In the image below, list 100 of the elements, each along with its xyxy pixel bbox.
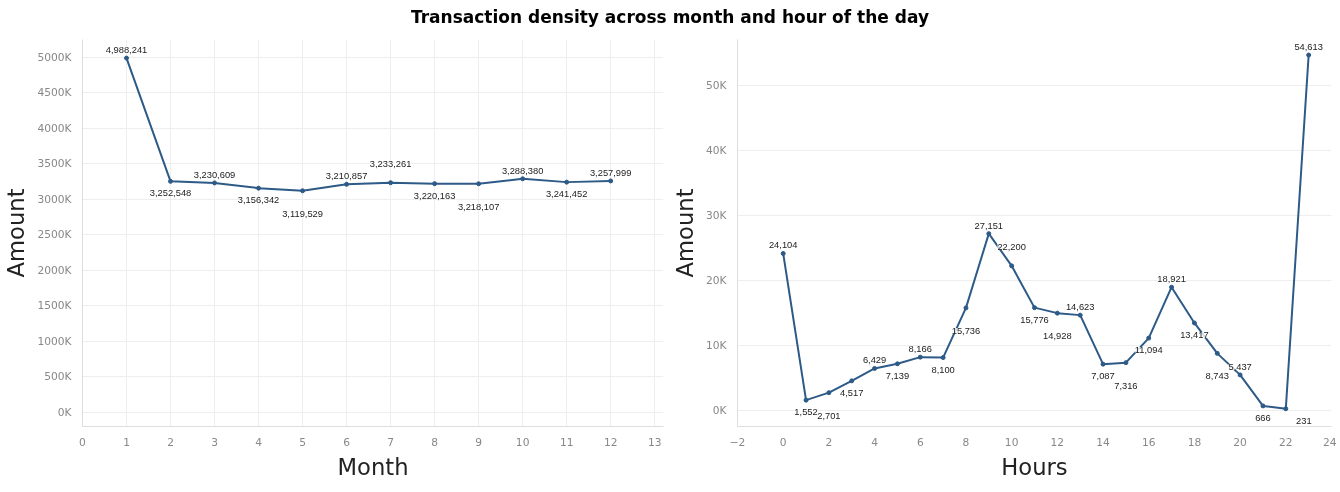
data-label: 1,552 xyxy=(794,407,818,418)
point xyxy=(344,182,350,188)
x-tick-label: 22 xyxy=(1279,435,1293,449)
point xyxy=(1169,284,1175,290)
data-label: 8,100 xyxy=(931,364,955,375)
y-tick-label: 1000K xyxy=(37,335,73,349)
point xyxy=(849,378,855,384)
data-label: 8,166 xyxy=(908,344,932,355)
data-label: 666 xyxy=(1255,413,1271,424)
data-label: 4,517 xyxy=(840,388,864,399)
data-label: 3,220,163 xyxy=(413,190,456,201)
point xyxy=(826,390,832,396)
point xyxy=(1146,335,1152,341)
x-tick-label: 6 xyxy=(916,435,924,449)
x-tick-label: 5 xyxy=(299,435,306,449)
data-label: 27,151 xyxy=(974,220,1004,231)
data-label: 8,743 xyxy=(1205,371,1229,382)
x-tick-label: 16 xyxy=(1141,435,1156,449)
x-tick-label: 6 xyxy=(343,435,351,449)
data-label: 6,429 xyxy=(862,355,887,366)
point xyxy=(1054,310,1060,316)
data-label: 18,921 xyxy=(1157,274,1186,285)
x-axis-title: Hours xyxy=(1001,453,1068,480)
point xyxy=(388,180,394,186)
data-label: 4,988,241 xyxy=(105,45,148,56)
y-tick-label: 5000K xyxy=(37,51,73,65)
point xyxy=(520,176,526,182)
data-label: 7,087 xyxy=(1091,371,1115,382)
x-tick-label: 9 xyxy=(475,435,483,449)
data-label: 14,928 xyxy=(1043,331,1072,342)
point xyxy=(212,180,218,186)
point xyxy=(124,55,130,61)
x-tick-label: 10 xyxy=(515,435,530,449)
x-tick-label: 11 xyxy=(559,435,574,449)
y-tick-label: 2000K xyxy=(37,264,73,278)
point xyxy=(780,251,786,257)
point xyxy=(963,305,969,311)
x-tick-label: 0 xyxy=(779,435,787,449)
point xyxy=(1100,361,1106,367)
y-tick-label: 1500K xyxy=(37,299,73,313)
point xyxy=(917,354,923,360)
y-tick-label: 3000K xyxy=(37,193,73,207)
point xyxy=(564,179,570,185)
y-tick-label: 0K xyxy=(712,404,728,418)
x-tick-label: 4 xyxy=(871,435,879,449)
point xyxy=(476,181,482,187)
data-label: 24,104 xyxy=(768,240,798,251)
y-tick-label: 500K xyxy=(44,370,73,384)
data-label: 3,156,342 xyxy=(237,195,280,206)
point xyxy=(256,185,262,191)
point xyxy=(1214,351,1220,357)
data-label: 3,257,999 xyxy=(589,168,632,179)
x-tick-label: 10 xyxy=(1004,435,1019,449)
point xyxy=(300,188,306,194)
x-tick-label: 12 xyxy=(1050,435,1065,449)
x-tick-label: 24 xyxy=(1322,435,1337,449)
data-label: 54,613 xyxy=(1294,42,1323,53)
x-tick-label: 18 xyxy=(1187,435,1202,449)
data-label: 3,233,261 xyxy=(369,158,412,169)
y-tick-label: 4000K xyxy=(37,122,73,136)
x-tick-label: −2 xyxy=(729,435,746,449)
point xyxy=(608,178,614,184)
data-label: 231 xyxy=(1296,416,1312,427)
y-tick-label: 2500K xyxy=(37,228,73,242)
x-tick-label: 14 xyxy=(1096,435,1111,449)
y-axis-title: Amount xyxy=(671,188,698,278)
y-tick-label: 50K xyxy=(705,78,728,92)
point xyxy=(1306,52,1312,58)
x-tick-label: 12 xyxy=(603,435,618,449)
point xyxy=(1077,312,1083,318)
point xyxy=(1260,403,1266,409)
x-tick-label: 20 xyxy=(1233,435,1248,449)
y-tick-label: 0K xyxy=(57,406,73,420)
data-label: 7,316 xyxy=(1114,380,1138,391)
x-axis-title: Month xyxy=(337,453,409,480)
x-tick-label: 4 xyxy=(255,435,263,449)
data-label: 3,218,107 xyxy=(457,202,500,213)
point xyxy=(803,397,809,403)
point xyxy=(1283,406,1289,412)
data-label: 3,210,857 xyxy=(325,171,368,182)
data-label: 11,094 xyxy=(1134,345,1163,356)
y-tick-label: 10K xyxy=(705,338,728,352)
data-label: 3,241,452 xyxy=(545,189,588,200)
x-tick-label: 7 xyxy=(387,435,394,449)
point xyxy=(986,231,992,237)
data-label: 15,776 xyxy=(1020,314,1049,325)
data-label: 3,119,529 xyxy=(282,209,323,220)
y-axis-title: Amount xyxy=(3,188,30,278)
data-label: 14,623 xyxy=(1065,302,1095,313)
point xyxy=(1123,360,1129,366)
data-label: 15,736 xyxy=(951,326,981,337)
x-tick-label: 1 xyxy=(123,435,130,449)
point xyxy=(1009,263,1015,269)
point xyxy=(872,366,878,372)
point xyxy=(1191,320,1197,326)
x-tick-label: 2 xyxy=(825,435,833,449)
point xyxy=(168,179,174,185)
x-tick-label: 8 xyxy=(962,435,970,449)
data-label: 7,139 xyxy=(885,371,910,382)
x-tick-label: 8 xyxy=(431,435,439,449)
